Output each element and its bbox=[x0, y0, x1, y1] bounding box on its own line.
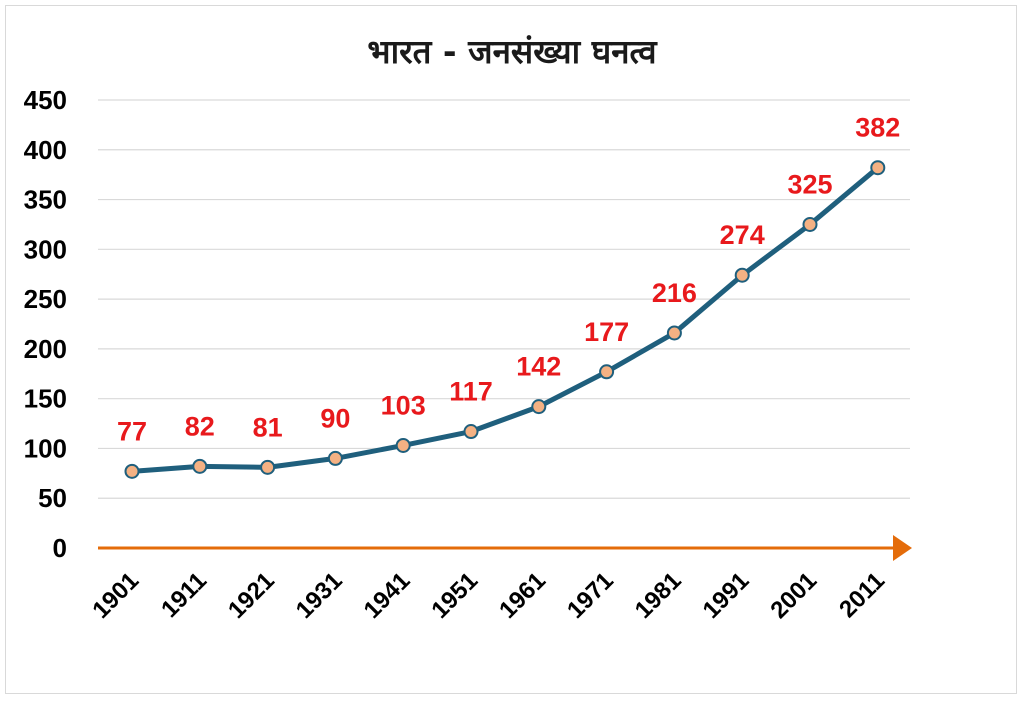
y-tick-label: 150 bbox=[24, 384, 67, 414]
x-tick-label: 1951 bbox=[426, 567, 483, 624]
data-label: 103 bbox=[381, 390, 426, 420]
chart-title: भारत - जनसंख्या घनत्व bbox=[367, 32, 657, 71]
y-tick-label: 0 bbox=[53, 533, 67, 563]
data-label: 81 bbox=[253, 412, 283, 442]
x-axis bbox=[98, 535, 912, 561]
data-point bbox=[463, 424, 479, 440]
x-tick-label: 2011 bbox=[834, 567, 890, 623]
data-label: 82 bbox=[185, 411, 215, 441]
gridlines bbox=[98, 99, 910, 499]
y-tick-label: 50 bbox=[38, 483, 67, 513]
x-tick-label: 1941 bbox=[359, 567, 416, 624]
x-tick-label: 1911 bbox=[156, 567, 212, 623]
y-tick-label: 300 bbox=[24, 234, 67, 264]
data-point bbox=[395, 437, 411, 453]
x-tick-label: 1931 bbox=[291, 567, 348, 624]
x-axis-ticks: 1901 1911 1921 1931 1941 1951 1961 1971 1981 1991… bbox=[87, 567, 890, 624]
data-point bbox=[802, 216, 818, 232]
data-label: 274 bbox=[720, 220, 765, 250]
data-point bbox=[870, 160, 886, 176]
data-point bbox=[531, 399, 547, 415]
x-axis-arrowhead bbox=[893, 535, 912, 561]
data-label: 325 bbox=[787, 169, 832, 199]
chart-frame bbox=[5, 5, 1017, 694]
data-point bbox=[124, 463, 140, 479]
data-label: 382 bbox=[855, 113, 900, 143]
data-label: 216 bbox=[652, 278, 697, 308]
x-tick-label: 1981 bbox=[630, 567, 687, 624]
y-tick-label: 450 bbox=[24, 85, 67, 115]
y-axis-ticks: 0 50 100 150 200 250 300 350 400 450 bbox=[24, 85, 67, 563]
data-labels-group: 77 82 81 90 103 117 142 177 216 274 325 382 bbox=[117, 113, 900, 447]
data-point bbox=[666, 325, 682, 341]
data-point bbox=[327, 450, 343, 466]
data-point bbox=[599, 364, 615, 380]
series-line-group bbox=[129, 165, 881, 474]
markers-group bbox=[124, 160, 886, 479]
x-tick-label: 1961 bbox=[494, 567, 551, 624]
data-point bbox=[260, 459, 276, 475]
y-tick-label: 100 bbox=[24, 433, 67, 463]
data-label: 177 bbox=[584, 317, 629, 347]
x-tick-label: 1991 bbox=[698, 567, 755, 624]
data-point bbox=[192, 458, 208, 474]
x-tick-label: 1971 bbox=[562, 567, 619, 624]
data-label: 77 bbox=[117, 416, 147, 446]
x-tick-label: 1901 bbox=[87, 567, 144, 624]
y-tick-label: 200 bbox=[24, 334, 67, 364]
y-tick-label: 350 bbox=[24, 185, 67, 215]
x-tick-label: 1921 bbox=[223, 567, 280, 624]
y-tick-label: 250 bbox=[24, 284, 67, 314]
x-tick-label: 2001 bbox=[765, 567, 822, 624]
data-point bbox=[734, 267, 750, 283]
series-line bbox=[129, 165, 881, 474]
data-label: 142 bbox=[516, 352, 561, 382]
data-label: 117 bbox=[449, 377, 493, 407]
data-label: 90 bbox=[320, 403, 350, 433]
y-tick-label: 400 bbox=[24, 135, 67, 165]
